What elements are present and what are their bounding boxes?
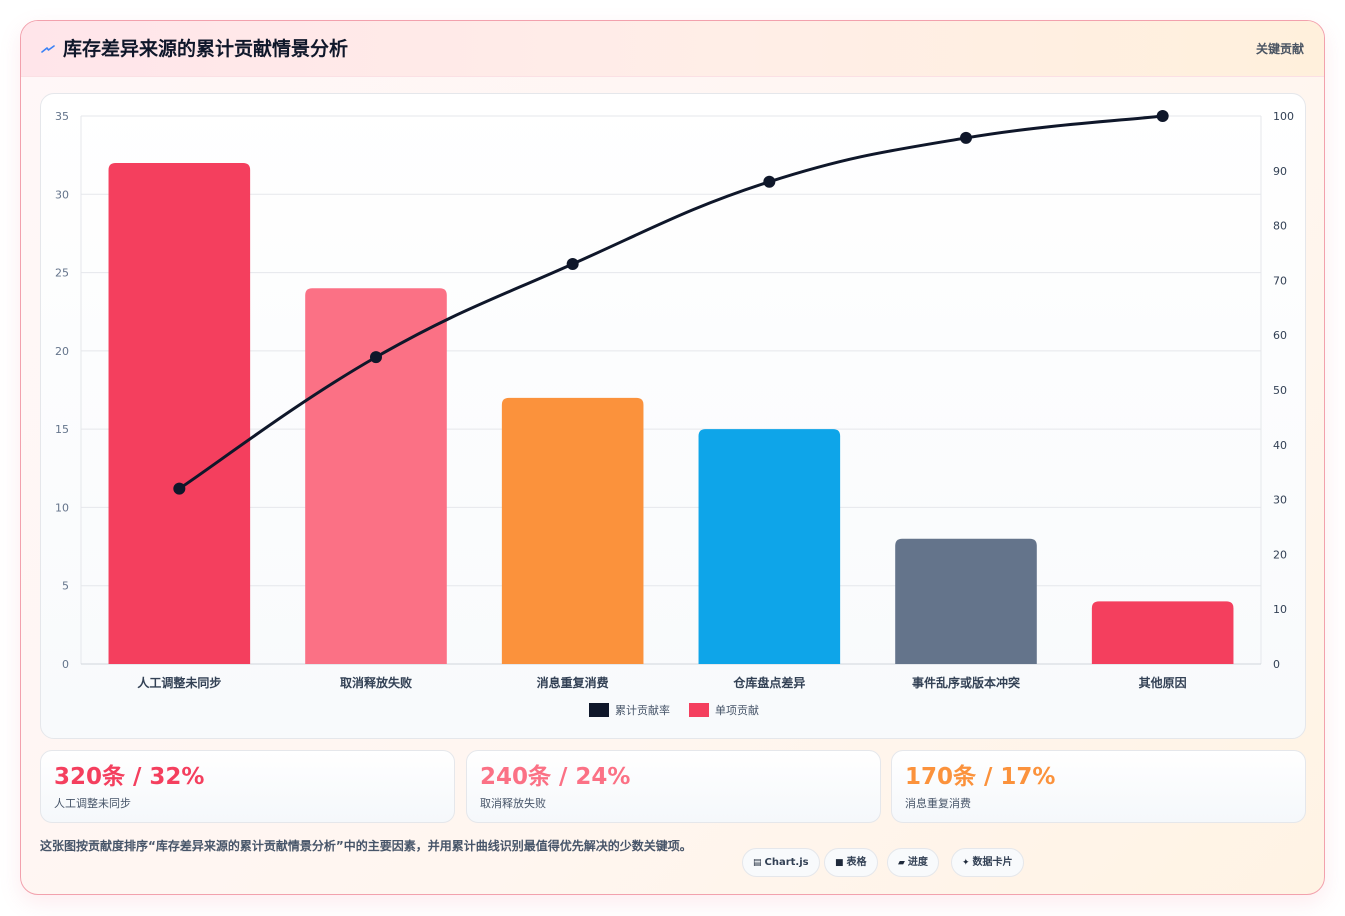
x-category-label: 取消释放失败 <box>340 675 412 690</box>
panel-header: 库存差异来源的累计贡献情景分析 关键贡献 <box>21 21 1324 77</box>
y-right-tick-label: 50 <box>1273 384 1287 397</box>
tag-label: Chart.js <box>764 857 809 868</box>
y-left-tick-label: 30 <box>55 188 69 201</box>
bar <box>1091 601 1234 664</box>
y-right-tick-label: 80 <box>1273 220 1287 233</box>
bar <box>305 288 447 664</box>
tag-label: 数据卡片 <box>972 857 1013 868</box>
y-right-tick-label: 60 <box>1273 329 1287 342</box>
chart-card: 0 5 10 15 20 25 30 35 0 10 20 30 40 50 60 70 80 90 100 人工调整… <box>40 93 1306 739</box>
y-right-tick-label: 90 <box>1273 165 1287 178</box>
table-icon: ■ <box>835 858 844 868</box>
stat-value: 320条 / 32% <box>54 764 205 790</box>
tag-table[interactable]: ■ 表格 <box>824 848 878 877</box>
cumulative-point <box>566 257 579 270</box>
y-left-tick-label: 10 <box>55 501 69 514</box>
tag-data-card[interactable]: ✦ 数据卡片 <box>951 848 1024 877</box>
x-category-label: 事件乱序或版本冲突 <box>912 675 1020 690</box>
y-right-tick-label: 10 <box>1273 603 1287 616</box>
x-category-label: 其他原因 <box>1139 675 1187 690</box>
y-right-tick-label: 20 <box>1273 548 1287 561</box>
stat-label: 消息重复消费 <box>905 797 971 810</box>
cumulative-point <box>960 131 972 144</box>
y-left-tick-label: 0 <box>62 658 69 671</box>
x-category-label: 消息重复消费 <box>537 675 609 690</box>
y-left-tick-label: 15 <box>55 423 69 436</box>
bar <box>895 538 1037 664</box>
progress-icon: ▰ <box>898 858 905 868</box>
stat-label: 取消释放失败 <box>480 797 546 810</box>
stat-card-3: 170条 / 17% 消息重复消费 <box>891 750 1306 823</box>
bar <box>698 429 841 664</box>
cumulative-point <box>173 482 186 495</box>
legend-swatch <box>589 703 609 717</box>
chart-description: 这张图按贡献度排序“库存差异来源的累计贡献情景分析”中的主要因素，并用累计曲线识… <box>40 839 692 853</box>
cumulative-point <box>370 351 382 364</box>
y-right-tick-label: 40 <box>1273 439 1287 452</box>
y-right-tick-label: 100 <box>1273 110 1294 123</box>
stat-value: 240条 / 24% <box>480 764 631 790</box>
bar <box>108 162 251 664</box>
x-category-label: 人工调整未同步 <box>137 675 221 690</box>
bar <box>501 397 644 664</box>
sparkle-icon: ✦ <box>962 858 970 868</box>
y-right-tick-label: 70 <box>1273 274 1287 287</box>
pareto-chart: 0 5 10 15 20 25 30 35 0 10 20 30 40 50 60 70 80 90 100 人工调整… <box>55 110 1294 717</box>
stat-label: 人工调整未同步 <box>54 797 131 810</box>
y-left-tick-label: 20 <box>55 345 69 358</box>
y-right-tick-label: 0 <box>1273 658 1280 671</box>
page-title: 库存差异来源的累计贡献情景分析 <box>63 38 349 60</box>
tag-label: 表格 <box>846 857 867 868</box>
y-left-tick-label: 25 <box>55 267 69 280</box>
cumulative-point <box>1156 110 1169 122</box>
legend-label: 单项贡献 <box>715 703 759 717</box>
x-category-label: 仓库盘点差异 <box>732 675 805 690</box>
key-contribution-label: 关键贡献 <box>1255 42 1304 56</box>
tag-chartjs[interactable]: ▤ Chart.js <box>742 848 820 877</box>
y-left-tick-label: 35 <box>55 110 69 123</box>
stat-value: 170条 / 17% <box>905 764 1056 790</box>
stat-card-1: 320条 / 32% 人工调整未同步 <box>40 750 455 823</box>
lightning-icon <box>41 45 55 53</box>
legend-swatch <box>689 703 709 717</box>
y-left-tick-label: 5 <box>62 580 69 593</box>
tag-label: 进度 <box>907 857 928 868</box>
chart-panel: 库存差异来源的累计贡献情景分析 关键贡献 0 5 10 15 20 25 30 35 0 10 20… <box>20 20 1325 895</box>
legend-label: 累计贡献率 <box>615 703 670 717</box>
cumulative-line <box>177 114 1165 491</box>
stat-card-2: 240条 / 24% 取消释放失败 <box>466 750 881 823</box>
cumulative-point <box>763 175 776 188</box>
chart-icon: ▤ <box>753 858 762 868</box>
y-right-tick-label: 30 <box>1273 494 1287 507</box>
tag-progress[interactable]: ▰ 进度 <box>887 848 939 877</box>
